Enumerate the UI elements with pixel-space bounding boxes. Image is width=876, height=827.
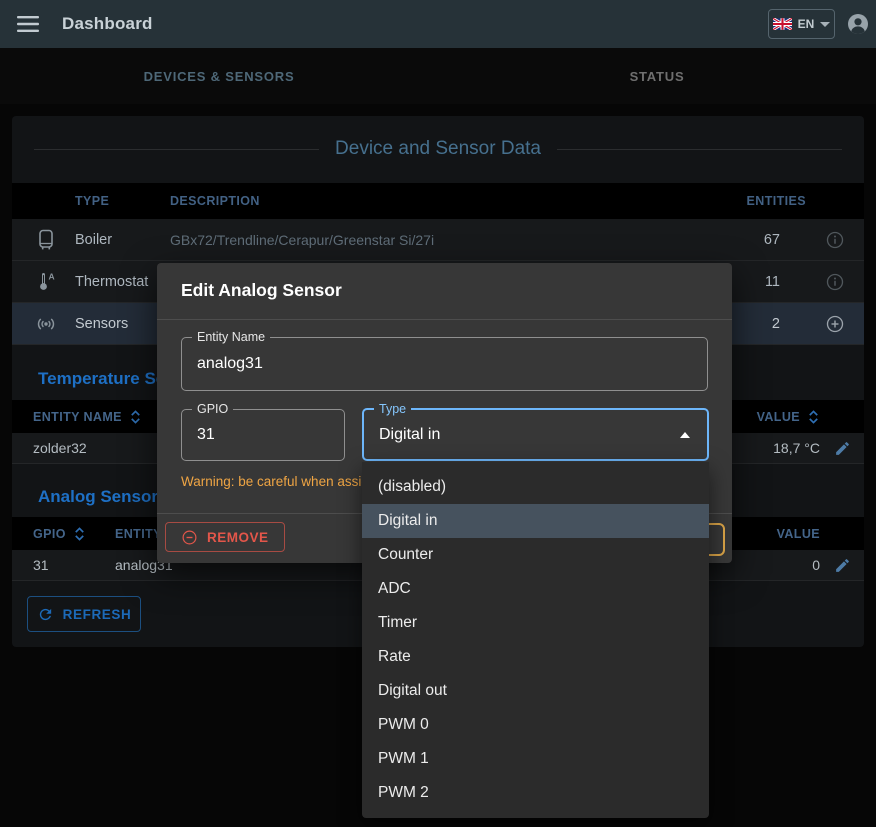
page-title: Dashboard	[62, 14, 153, 33]
sort-icon[interactable]	[129, 409, 142, 425]
sensor-gpio: 31	[33, 557, 49, 573]
gpio-field[interactable]: GPIO 31	[181, 401, 345, 461]
col-header-type: TYPE	[75, 194, 110, 208]
menu-item-pwm0[interactable]: PWM 0	[378, 716, 429, 733]
col-header-value: VALUE	[756, 409, 800, 424]
language-label: EN	[797, 17, 815, 31]
col-header-value: VALUE	[776, 526, 820, 541]
menu-item-rate[interactable]: Rate	[378, 648, 411, 665]
type-dropdown-menu: (disabled) Digital in Counter ADC Timer …	[362, 462, 709, 818]
menu-item-disabled[interactable]: (disabled)	[378, 478, 447, 495]
device-description: GBx72/Trendline/Cerapur/Greenstar Si/27i	[170, 231, 435, 248]
top-app-bar: Dashboard EN	[0, 0, 876, 48]
chevron-down-icon	[820, 21, 831, 27]
add-circle-icon[interactable]	[825, 314, 845, 334]
section-title: Device and Sensor Data	[335, 138, 541, 159]
col-header-entities: ENTITIES	[746, 194, 806, 208]
device-type: Boiler	[75, 231, 113, 248]
language-selector[interactable]: EN	[768, 9, 835, 39]
sort-icon[interactable]	[807, 409, 820, 425]
boiler-icon	[28, 228, 58, 252]
col-header-entity-name: ENTITY NAME	[33, 409, 122, 424]
tab-devices-sensors[interactable]: DEVICES & SENSORS	[143, 68, 295, 84]
sensor-value: 0	[812, 557, 820, 573]
remove-button[interactable]: REMOVE	[165, 522, 285, 552]
thermostat-icon: A	[28, 270, 58, 294]
edit-pencil-icon[interactable]	[834, 557, 851, 574]
analog-sensors-heading: Analog Sensors	[38, 487, 168, 506]
account-icon[interactable]	[847, 13, 869, 35]
sensor-entity-name: zolder32	[33, 440, 87, 456]
dialog-title: Edit Analog Sensor	[181, 280, 342, 300]
menu-item-adc[interactable]: ADC	[378, 580, 411, 597]
tab-status[interactable]: STATUS	[629, 68, 685, 84]
entity-name-label: Entity Name	[192, 329, 271, 346]
divider	[556, 148, 843, 150]
svg-text:A: A	[49, 271, 55, 281]
uk-flag-icon	[772, 18, 792, 30]
divider	[157, 319, 732, 320]
divider	[34, 148, 320, 150]
menu-item-digital-in[interactable]: Digital in	[362, 504, 709, 538]
sort-icon[interactable]	[73, 526, 86, 542]
sensor-value: 18,7 °C	[773, 440, 820, 456]
device-type: Sensors	[75, 315, 129, 332]
chevron-up-icon	[680, 431, 690, 438]
menu-item-pwm1[interactable]: PWM 1	[378, 750, 429, 767]
remove-label: REMOVE	[207, 529, 269, 545]
warning-text: Warning: be careful when assig	[181, 474, 369, 489]
menu-item-timer[interactable]: Timer	[378, 614, 418, 631]
col-header-gpio: GPIO	[33, 526, 66, 541]
device-entities-count: 67	[763, 231, 780, 248]
entity-name-value: analog31	[197, 355, 263, 372]
refresh-label: REFRESH	[62, 606, 132, 622]
device-entities-count: 2	[771, 315, 780, 332]
entity-name-field[interactable]: Entity Name analog31	[181, 329, 708, 391]
type-select[interactable]: Type Digital in	[362, 401, 709, 461]
menu-item-counter[interactable]: Counter	[378, 546, 434, 563]
device-type: Thermostat	[75, 273, 149, 290]
menu-item-pwm2[interactable]: PWM 2	[378, 784, 429, 801]
menu-icon[interactable]	[16, 14, 40, 34]
type-label: Type	[374, 401, 412, 418]
device-entities-count: 11	[764, 273, 780, 290]
col-header-description: DESCRIPTION	[170, 194, 260, 208]
refresh-icon	[37, 606, 54, 623]
table-row-boiler[interactable]: Boiler GBx72/Trendline/Cerapur/Greenstar…	[12, 219, 864, 261]
remove-circle-icon	[181, 529, 198, 546]
sensors-icon	[28, 312, 58, 336]
gpio-value: 31	[197, 426, 215, 443]
type-value: Digital in	[379, 425, 441, 443]
card-title-row: Device and Sensor Data	[12, 138, 864, 160]
device-table-header: TYPE DESCRIPTION ENTITIES	[12, 183, 864, 219]
menu-item-digital-out[interactable]: Digital out	[378, 682, 447, 699]
info-icon[interactable]	[825, 272, 845, 292]
info-icon[interactable]	[825, 230, 845, 250]
gpio-label: GPIO	[192, 401, 234, 418]
edit-pencil-icon[interactable]	[834, 440, 851, 457]
refresh-button[interactable]: REFRESH	[27, 596, 141, 632]
tab-bar: DEVICES & SENSORS STATUS	[0, 48, 876, 104]
